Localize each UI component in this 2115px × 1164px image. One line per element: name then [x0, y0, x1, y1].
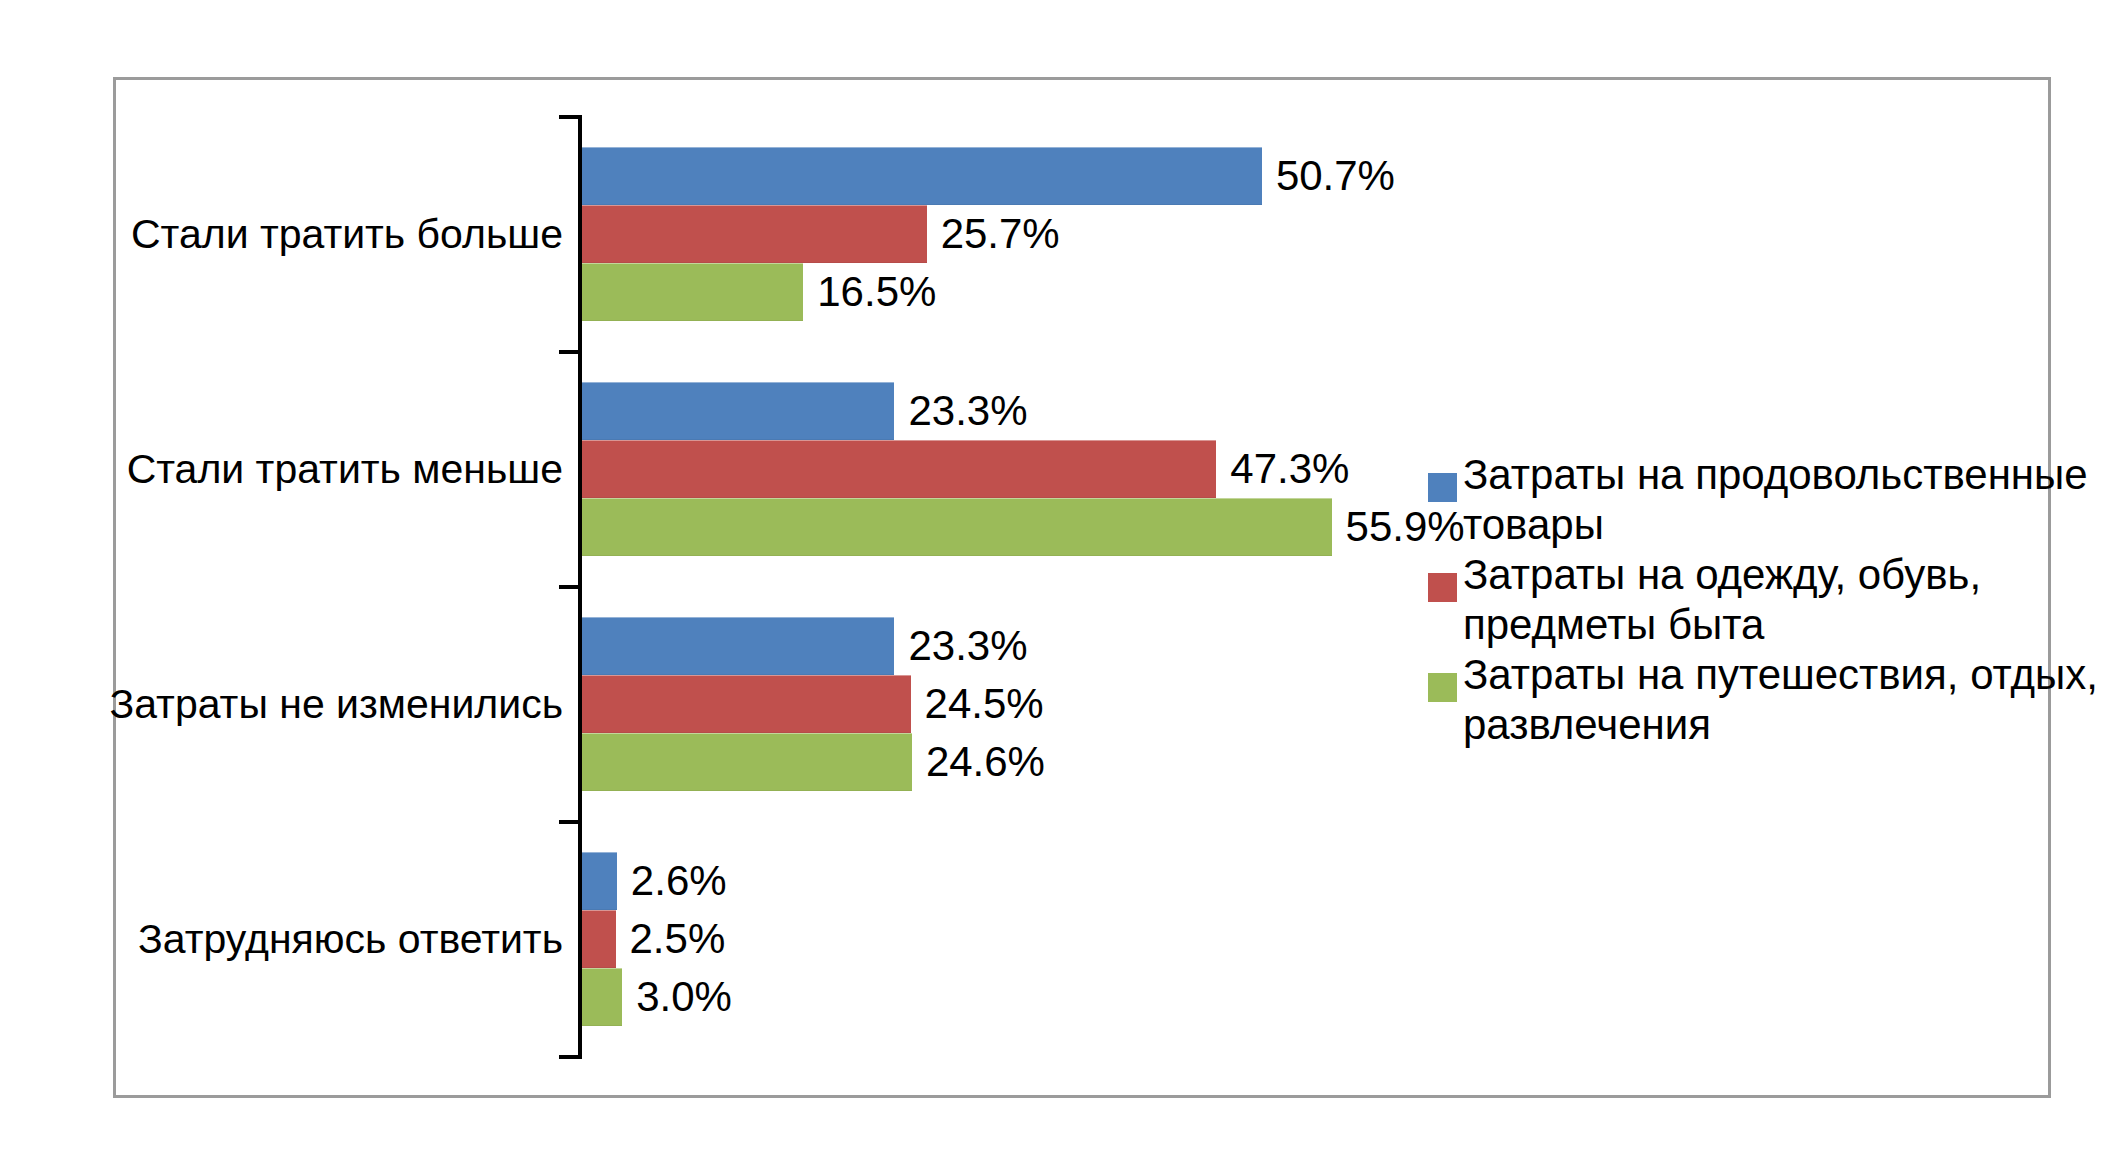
legend-item: Затраты на путешествия, отдых,развлечени… — [1428, 650, 2048, 750]
legend-item-label: Затраты на продовольственныетовары — [1463, 450, 2088, 550]
legend-swatch — [1428, 673, 1457, 702]
legend-item-label-line: Затраты на путешествия, отдых, — [1463, 650, 2098, 700]
legend-item: Затраты на одежду, обувь,предметы быта — [1428, 550, 2048, 650]
legend-item-label: Затраты на путешествия, отдых,развлечени… — [1463, 650, 2098, 750]
bar-value-label: 23.3% — [908, 382, 1027, 440]
category-label: Затраты не изменились — [116, 587, 563, 822]
legend-item-label-line: развлечения — [1463, 700, 2098, 750]
bar-value-label: 16.5% — [817, 263, 936, 321]
legend-item-label: Затраты на одежду, обувь,предметы быта — [1463, 550, 1981, 650]
bar-value-label: 24.5% — [925, 675, 1044, 733]
bar-value-label: 25.7% — [941, 205, 1060, 263]
bar — [582, 617, 894, 675]
legend-item-label-line: товары — [1463, 500, 2088, 550]
legend-item-label-line: предметы быта — [1463, 600, 1981, 650]
bar — [582, 675, 911, 733]
bar-value-label: 3.0% — [636, 968, 732, 1026]
legend-item-label-line: Затраты на продовольственные — [1463, 450, 2088, 500]
category-label: Стали тратить меньше — [116, 352, 563, 587]
category-label: Затрудняюсь ответить — [116, 822, 563, 1057]
bar-value-label: 47.3% — [1230, 440, 1349, 498]
bar-value-label: 2.5% — [630, 910, 726, 968]
legend-swatch — [1428, 473, 1457, 502]
bar-value-label: 23.3% — [908, 617, 1027, 675]
bar — [582, 440, 1216, 498]
bar — [582, 205, 927, 263]
bar-value-label: 2.6% — [631, 852, 727, 910]
legend-swatch — [1428, 573, 1457, 602]
bar — [582, 498, 1332, 556]
chart-canvas: Стали тратить больше 50.7% 25.7%16.5% Стали… — [0, 0, 2115, 1164]
bar — [582, 852, 617, 910]
bar — [582, 968, 622, 1026]
bar-value-label: 24.6% — [926, 733, 1045, 791]
legend-item: Затраты на продовольственныетовары — [1428, 450, 2048, 550]
bar — [582, 733, 912, 791]
bar — [582, 910, 616, 968]
chart-frame: Стали тратить больше 50.7% 25.7%16.5% Стали… — [113, 77, 2051, 1098]
bar-value-label: 50.7% — [1276, 147, 1395, 205]
bar — [582, 263, 803, 321]
bar — [582, 382, 894, 440]
legend-item-label-line: Затраты на одежду, обувь, — [1463, 550, 1981, 600]
bar — [582, 147, 1262, 205]
category-label: Стали тратить больше — [116, 117, 563, 352]
